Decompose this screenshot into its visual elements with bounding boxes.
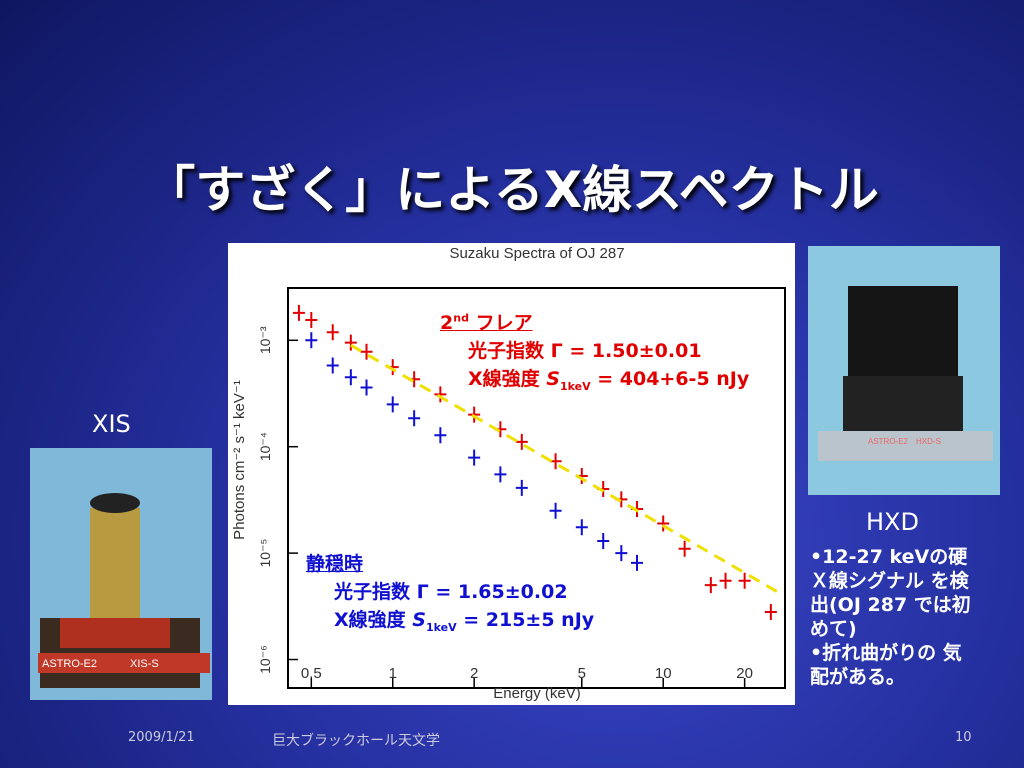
note-text: 光子指数 Γ = 1.65±0.02: [334, 581, 568, 603]
data-point: [515, 479, 528, 496]
footer-page: 10: [955, 730, 972, 745]
quiet-note: 静穏時 光子指数 Γ = 1.65±0.02 X線強度 S1keV = 215±…: [306, 550, 594, 642]
data-point: [360, 343, 373, 360]
xis-label: XIS: [92, 410, 131, 438]
note-text: 光子指数 Γ = 1.50±0.01: [468, 340, 702, 363]
data-point: [305, 332, 318, 349]
hxd-photo: ASTRO-E2 HXD-S: [808, 246, 1000, 495]
note-text: 1keV: [559, 380, 591, 394]
x-tick-label: 10: [655, 665, 672, 682]
data-point: [719, 572, 732, 589]
x-tick-label: 20: [736, 665, 753, 682]
note-text: 静穏時: [306, 553, 364, 575]
data-point: [631, 554, 644, 571]
y-tick-label: 10⁻⁶: [257, 645, 273, 674]
photo-caption: ASTRO-E2: [42, 658, 97, 670]
y-tick-label: 10⁻⁴: [257, 432, 273, 461]
bullet: •折れ曲がりの 気配がある。: [810, 642, 962, 688]
note-text: X線強度: [334, 609, 413, 631]
data-point: [468, 449, 481, 466]
x-axis-label: Energy (keV): [493, 685, 581, 702]
flare-note: 2nd フレア 光子指数 Γ = 1.50±0.01 X線強度 S1keV = …: [440, 305, 749, 401]
data-point: [408, 410, 421, 427]
data-point: [549, 502, 562, 519]
data-point: [657, 515, 670, 532]
xis-photo: ASTRO-E2 XIS-S: [30, 448, 212, 700]
data-point: [344, 369, 357, 386]
data-point: [704, 577, 717, 594]
note-text: フレア: [468, 312, 533, 335]
note-text: 2: [440, 312, 454, 335]
data-point: [360, 379, 373, 396]
data-point: [292, 304, 305, 321]
data-point: [326, 357, 339, 374]
note-text: 1keV: [425, 620, 457, 634]
data-point: [305, 312, 318, 329]
data-point: [738, 572, 751, 589]
y-axis-label: Photons cm⁻² s⁻¹ keV⁻¹: [231, 380, 248, 540]
hxd-label: HXD: [866, 508, 919, 536]
data-point: [615, 545, 628, 562]
footer-course: 巨大ブラックホール天文学: [272, 733, 440, 749]
photo-caption: ASTRO-E2: [868, 437, 909, 446]
photo-caption: XIS-S: [130, 658, 159, 670]
x-tick-label: 0.5: [301, 665, 322, 682]
data-point: [597, 532, 610, 549]
footer-date: 2009/1/21: [128, 730, 195, 745]
note-text: nd: [453, 312, 469, 325]
data-point: [326, 324, 339, 341]
x-tick-label: 5: [578, 665, 586, 682]
y-tick-label: 10⁻³: [257, 326, 273, 354]
slide-title: 「すざく」によるX線スペクトル: [145, 161, 879, 219]
data-point: [575, 519, 588, 536]
data-point: [678, 540, 691, 557]
model-line: [350, 343, 781, 595]
note-text: S: [412, 609, 426, 631]
note-text: = 215±5 nJy: [456, 609, 595, 631]
photo-caption: HXD-S: [916, 437, 941, 446]
y-tick-label: 10⁻⁵: [257, 539, 273, 568]
chart-title: Suzaku Spectra of OJ 287: [449, 245, 624, 262]
data-point: [434, 386, 447, 403]
note-text: S: [546, 368, 560, 391]
data-point: [386, 396, 399, 413]
bullets: •12-27 keVの硬 Ｘ線シグナル を検出(OJ 287 では初めて) •折…: [810, 545, 980, 689]
note-text: X線強度: [468, 368, 547, 391]
note-text: = 404+6-5 nJy: [590, 368, 750, 391]
data-point: [344, 334, 357, 351]
data-point: [494, 466, 507, 483]
data-point: [764, 603, 777, 620]
x-tick-label: 2: [470, 665, 478, 682]
bullet: •12-27 keVの硬 Ｘ線シグナル を検出(OJ 287 では初めて): [810, 546, 971, 640]
x-tick-label: 1: [389, 665, 397, 682]
data-point: [468, 406, 481, 423]
data-point: [434, 427, 447, 444]
data-point: [515, 433, 528, 450]
